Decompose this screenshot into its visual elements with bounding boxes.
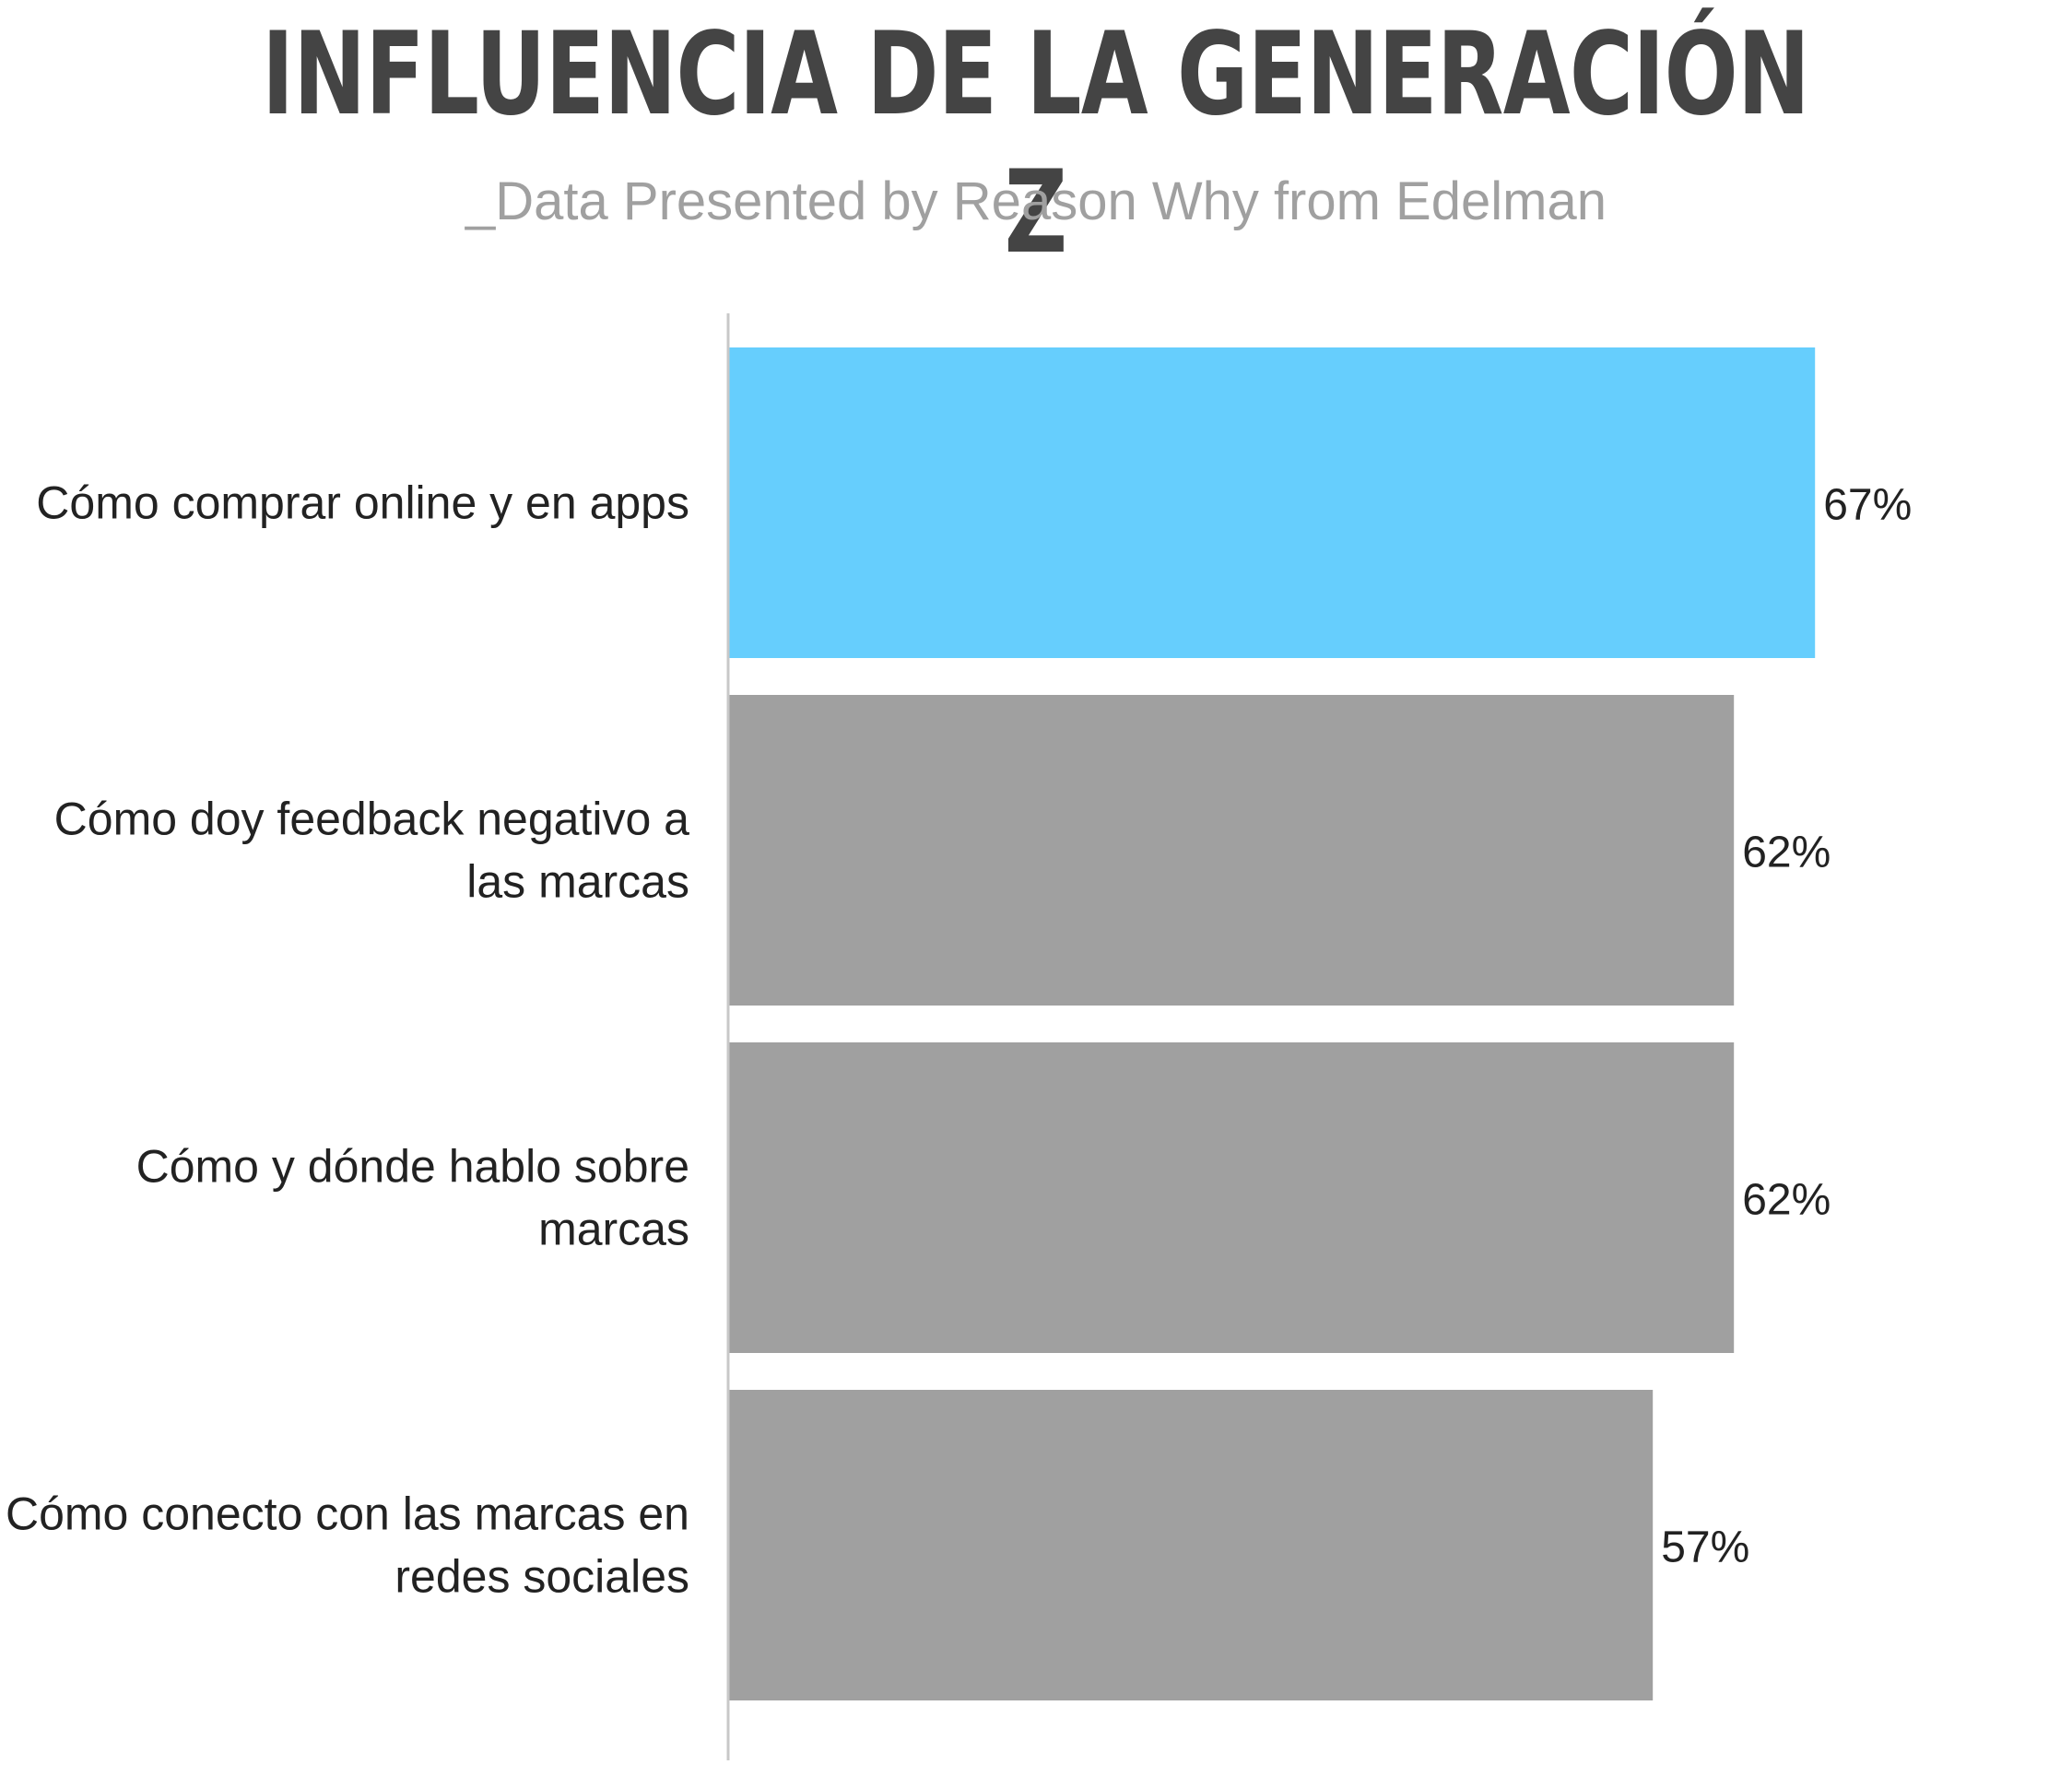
data-label: 67% (1823, 481, 1912, 530)
data-label: 62% (1742, 1176, 1831, 1225)
data-label: 62% (1742, 829, 1831, 877)
category-label: Cómo conecto con las marcas en (6, 1488, 689, 1540)
category-label: las marcas (466, 856, 689, 908)
bar (728, 695, 1735, 1006)
category-label: Cómo doy feedback negativo a (54, 794, 690, 845)
bar (728, 1042, 1735, 1353)
bar (728, 1390, 1654, 1700)
data-label: 57% (1661, 1523, 1749, 1572)
chart-subtitle: _Data Presented by Reason Why from Edelm… (465, 171, 1607, 231)
chart-title: INFLUENCIA DE LA GENERACIÓN Z (261, 8, 1810, 279)
category-label: marcas (538, 1204, 689, 1255)
category-label: redes sociales (394, 1551, 689, 1603)
category-label: Cómo comprar online y en apps (36, 477, 689, 529)
category-label: Cómo y dónde hablo sobre (136, 1141, 689, 1193)
bar (728, 347, 1816, 658)
